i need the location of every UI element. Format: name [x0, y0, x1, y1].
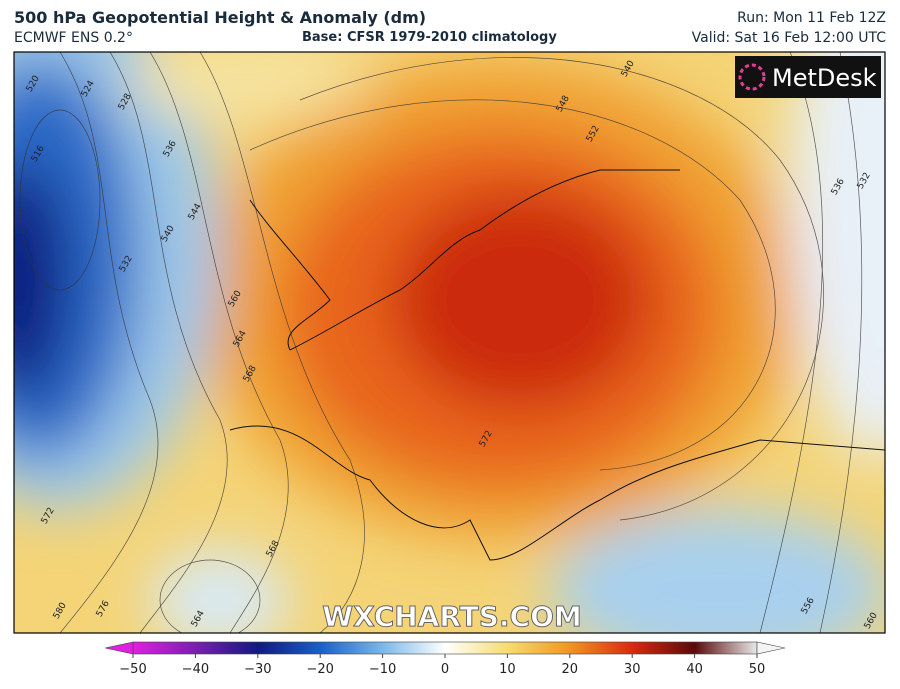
colorbar-tick-label: 50	[749, 662, 766, 677]
colorbar-tick-label: 30	[624, 662, 641, 677]
colorbar-tick-label: −30	[244, 662, 271, 677]
colorbar-max-arrow	[756, 641, 786, 655]
logo: MetDesk	[772, 64, 877, 92]
watermark: WXCHARTS.COM	[322, 600, 582, 633]
colorbar-min-arrow	[104, 641, 134, 655]
logo-box: MetDesk	[735, 56, 881, 98]
colorbar-tick-label: −20	[306, 662, 333, 677]
map-frame	[13, 51, 886, 634]
colorbar-tick-label: −10	[369, 662, 396, 677]
colorbar-tick-label: −50	[119, 662, 146, 677]
model: ECMWF ENS 0.2°	[14, 30, 133, 46]
title: 500 hPa Geopotential Height & Anomaly (d…	[14, 8, 427, 27]
colorbar-tick-label: 20	[562, 662, 579, 677]
valid: Valid: Sat 16 Feb 12:00 UTC	[691, 30, 886, 46]
colorbar-tick-label: −40	[182, 662, 209, 677]
map-field	[14, 52, 885, 633]
run: Run: Mon 11 Feb 12Z	[737, 10, 886, 26]
colorbar-tick-label: 0	[441, 662, 449, 677]
colorbar-tick-label: 10	[499, 662, 516, 677]
colorbar-tick-label: 40	[686, 662, 703, 677]
base: Base: CFSR 1979-2010 climatology	[302, 30, 557, 45]
colorbar	[132, 641, 758, 655]
